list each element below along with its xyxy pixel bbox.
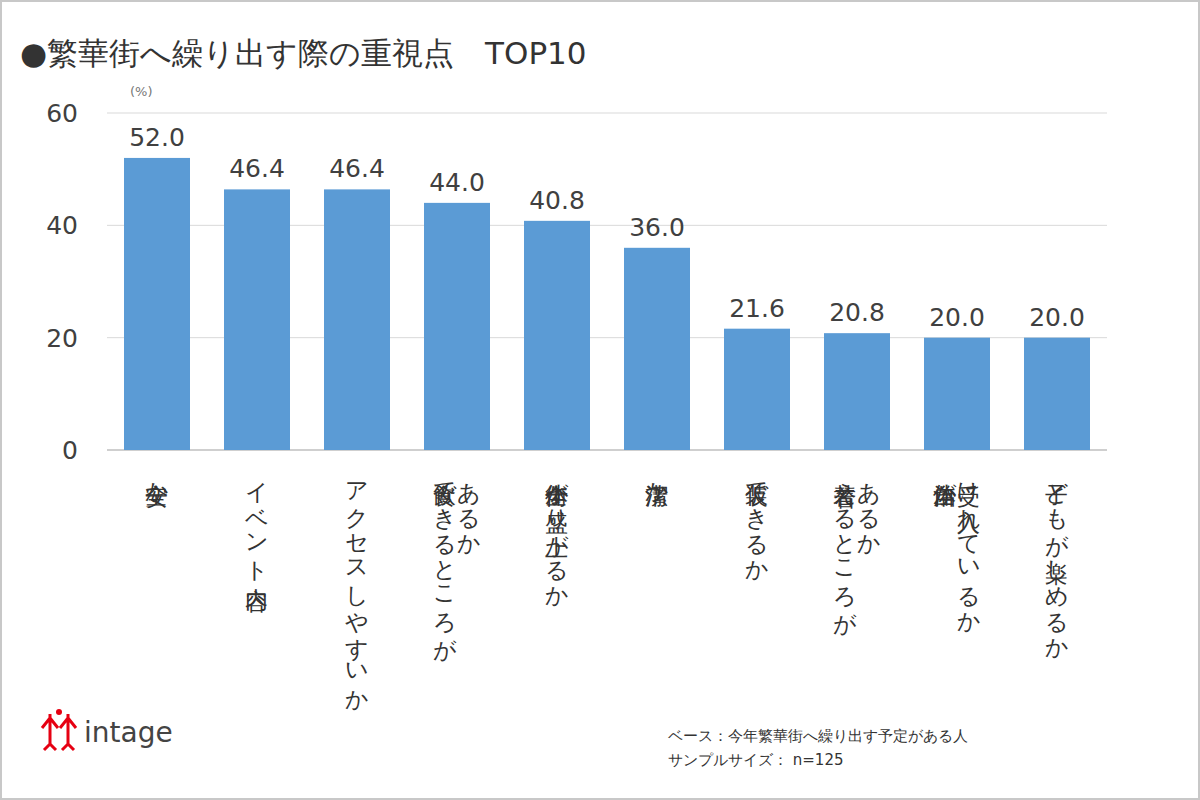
x-tick-label: 街全体が盛り上がるか — [545, 466, 569, 596]
data-label: 46.4 — [329, 154, 385, 183]
y-tick-label: 0 — [62, 436, 78, 465]
x-tick-label: 自治体が 受け入れているか — [933, 466, 981, 622]
bar — [1024, 338, 1090, 450]
y-tick-label: 60 — [46, 99, 78, 128]
x-tick-label: 子どもが楽しめるか — [1045, 466, 1069, 648]
data-label: 46.4 — [229, 154, 285, 183]
bar — [224, 189, 290, 450]
logo-icon — [42, 709, 76, 750]
bar — [624, 248, 690, 450]
y-axis-label: (%) — [130, 84, 153, 99]
data-label: 52.0 — [129, 123, 185, 152]
chart-frame: ●繁華街へ繰り出す際の重視点 TOP10 (%) 0 20 40 60 52.0 46.4 46… — [0, 0, 1200, 800]
footnote: サンプルサイズ： n=125 — [668, 751, 843, 769]
bar — [524, 221, 590, 450]
x-tick-label: アクセスしやすいか — [345, 466, 369, 700]
data-label: 20.8 — [829, 298, 885, 327]
y-tick-label: 20 — [46, 324, 78, 353]
footnote: ベース：今年繁華街へ繰り出す予定がある人 — [668, 727, 968, 745]
x-tick-label: 着替えるところが あるか — [833, 466, 881, 622]
x-tick-label: 仮装できるか — [745, 466, 769, 570]
bar — [324, 189, 390, 450]
y-tick-label: 40 — [46, 211, 78, 240]
x-tick-label: 安全か — [145, 466, 169, 492]
bar — [924, 338, 990, 450]
x-tick-label: 清潔か — [645, 466, 669, 492]
x-tick-label: 飲食できるところが あるか — [433, 466, 481, 648]
data-label: 36.0 — [629, 213, 685, 242]
data-label: 44.0 — [429, 168, 485, 197]
bar — [824, 333, 890, 450]
x-tick-label: イベント内容 — [245, 466, 269, 570]
data-label: 20.0 — [929, 303, 985, 332]
chart-svg: ●繁華街へ繰り出す際の重視点 TOP10 (%) 0 20 40 60 52.0 46.4 46… — [2, 2, 1198, 798]
bar — [124, 158, 190, 450]
bar — [724, 329, 790, 450]
data-label: 40.8 — [529, 186, 585, 215]
bar — [424, 203, 490, 450]
data-label: 20.0 — [1029, 303, 1085, 332]
logo-text: intage — [84, 716, 173, 749]
grid — [107, 113, 1107, 450]
grid-line — [107, 113, 1107, 114]
data-label: 21.6 — [729, 294, 785, 323]
chart-title: ●繁華街へ繰り出す際の重視点 TOP10 — [20, 35, 587, 71]
bars — [124, 158, 1090, 450]
